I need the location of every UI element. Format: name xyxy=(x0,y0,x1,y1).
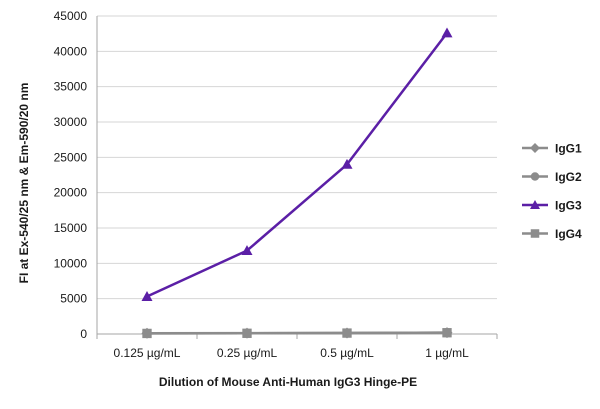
data-point xyxy=(242,328,252,338)
legend: IgG1 IgG2 IgG3 IgG4 xyxy=(522,142,582,241)
legend-label: IgG4 xyxy=(555,227,582,241)
x-tick-label: 1 µg/mL xyxy=(425,346,469,360)
axis-layer: 0 5000 10000 15000 20000 25000 30000 35000 40000… xyxy=(54,9,498,360)
data-point xyxy=(441,27,453,38)
x-tick-label: 0.25 µg/mL xyxy=(217,346,278,360)
y-tick-label: 35000 xyxy=(54,80,88,94)
legend-marker xyxy=(530,172,540,181)
legend-label: IgG1 xyxy=(555,142,582,156)
y-tick-label: 30000 xyxy=(54,115,88,129)
legend-item-igg1: IgG1 xyxy=(522,142,582,156)
y-tick-label: 25000 xyxy=(54,150,88,164)
series-igg4 xyxy=(142,328,452,339)
y-tick-label: 10000 xyxy=(54,256,88,270)
legend-marker xyxy=(530,143,540,153)
grid-layer xyxy=(97,15,497,300)
y-tick-label: 40000 xyxy=(54,44,88,58)
series-igg3 xyxy=(141,27,453,301)
y-tick-label: 15000 xyxy=(54,221,88,235)
y-tick-label: 20000 xyxy=(54,186,88,200)
x-tick-label: 0.125 µg/mL xyxy=(114,346,181,360)
legend-label: IgG3 xyxy=(555,199,582,213)
data-point xyxy=(342,328,352,338)
data-point xyxy=(141,291,153,301)
legend-marker xyxy=(530,200,540,209)
data-point xyxy=(142,328,152,339)
legend-item-igg2: IgG2 xyxy=(522,170,582,184)
data-point xyxy=(442,328,452,338)
legend-item-igg4: IgG4 xyxy=(522,227,582,241)
y-axis-title: FI at Ex-540/25 nm & Em-590/20 nm xyxy=(17,83,31,284)
legend-label: IgG2 xyxy=(555,170,582,184)
y-tick-label: 0 xyxy=(80,327,87,341)
series-line xyxy=(146,32,448,298)
data-point xyxy=(341,158,353,169)
y-tick-label: 45000 xyxy=(54,9,88,23)
series-line xyxy=(146,331,448,335)
data-point xyxy=(241,245,253,256)
x-axis-title: Dilution of Mouse Anti-Human IgG3 Hinge-… xyxy=(159,375,417,389)
y-tick-label: 5000 xyxy=(60,292,87,306)
legend-item-igg3: IgG3 xyxy=(522,199,582,213)
x-tick-label: 0.5 µg/mL xyxy=(320,346,374,360)
series-layer xyxy=(141,27,453,339)
legend-marker xyxy=(530,229,540,238)
